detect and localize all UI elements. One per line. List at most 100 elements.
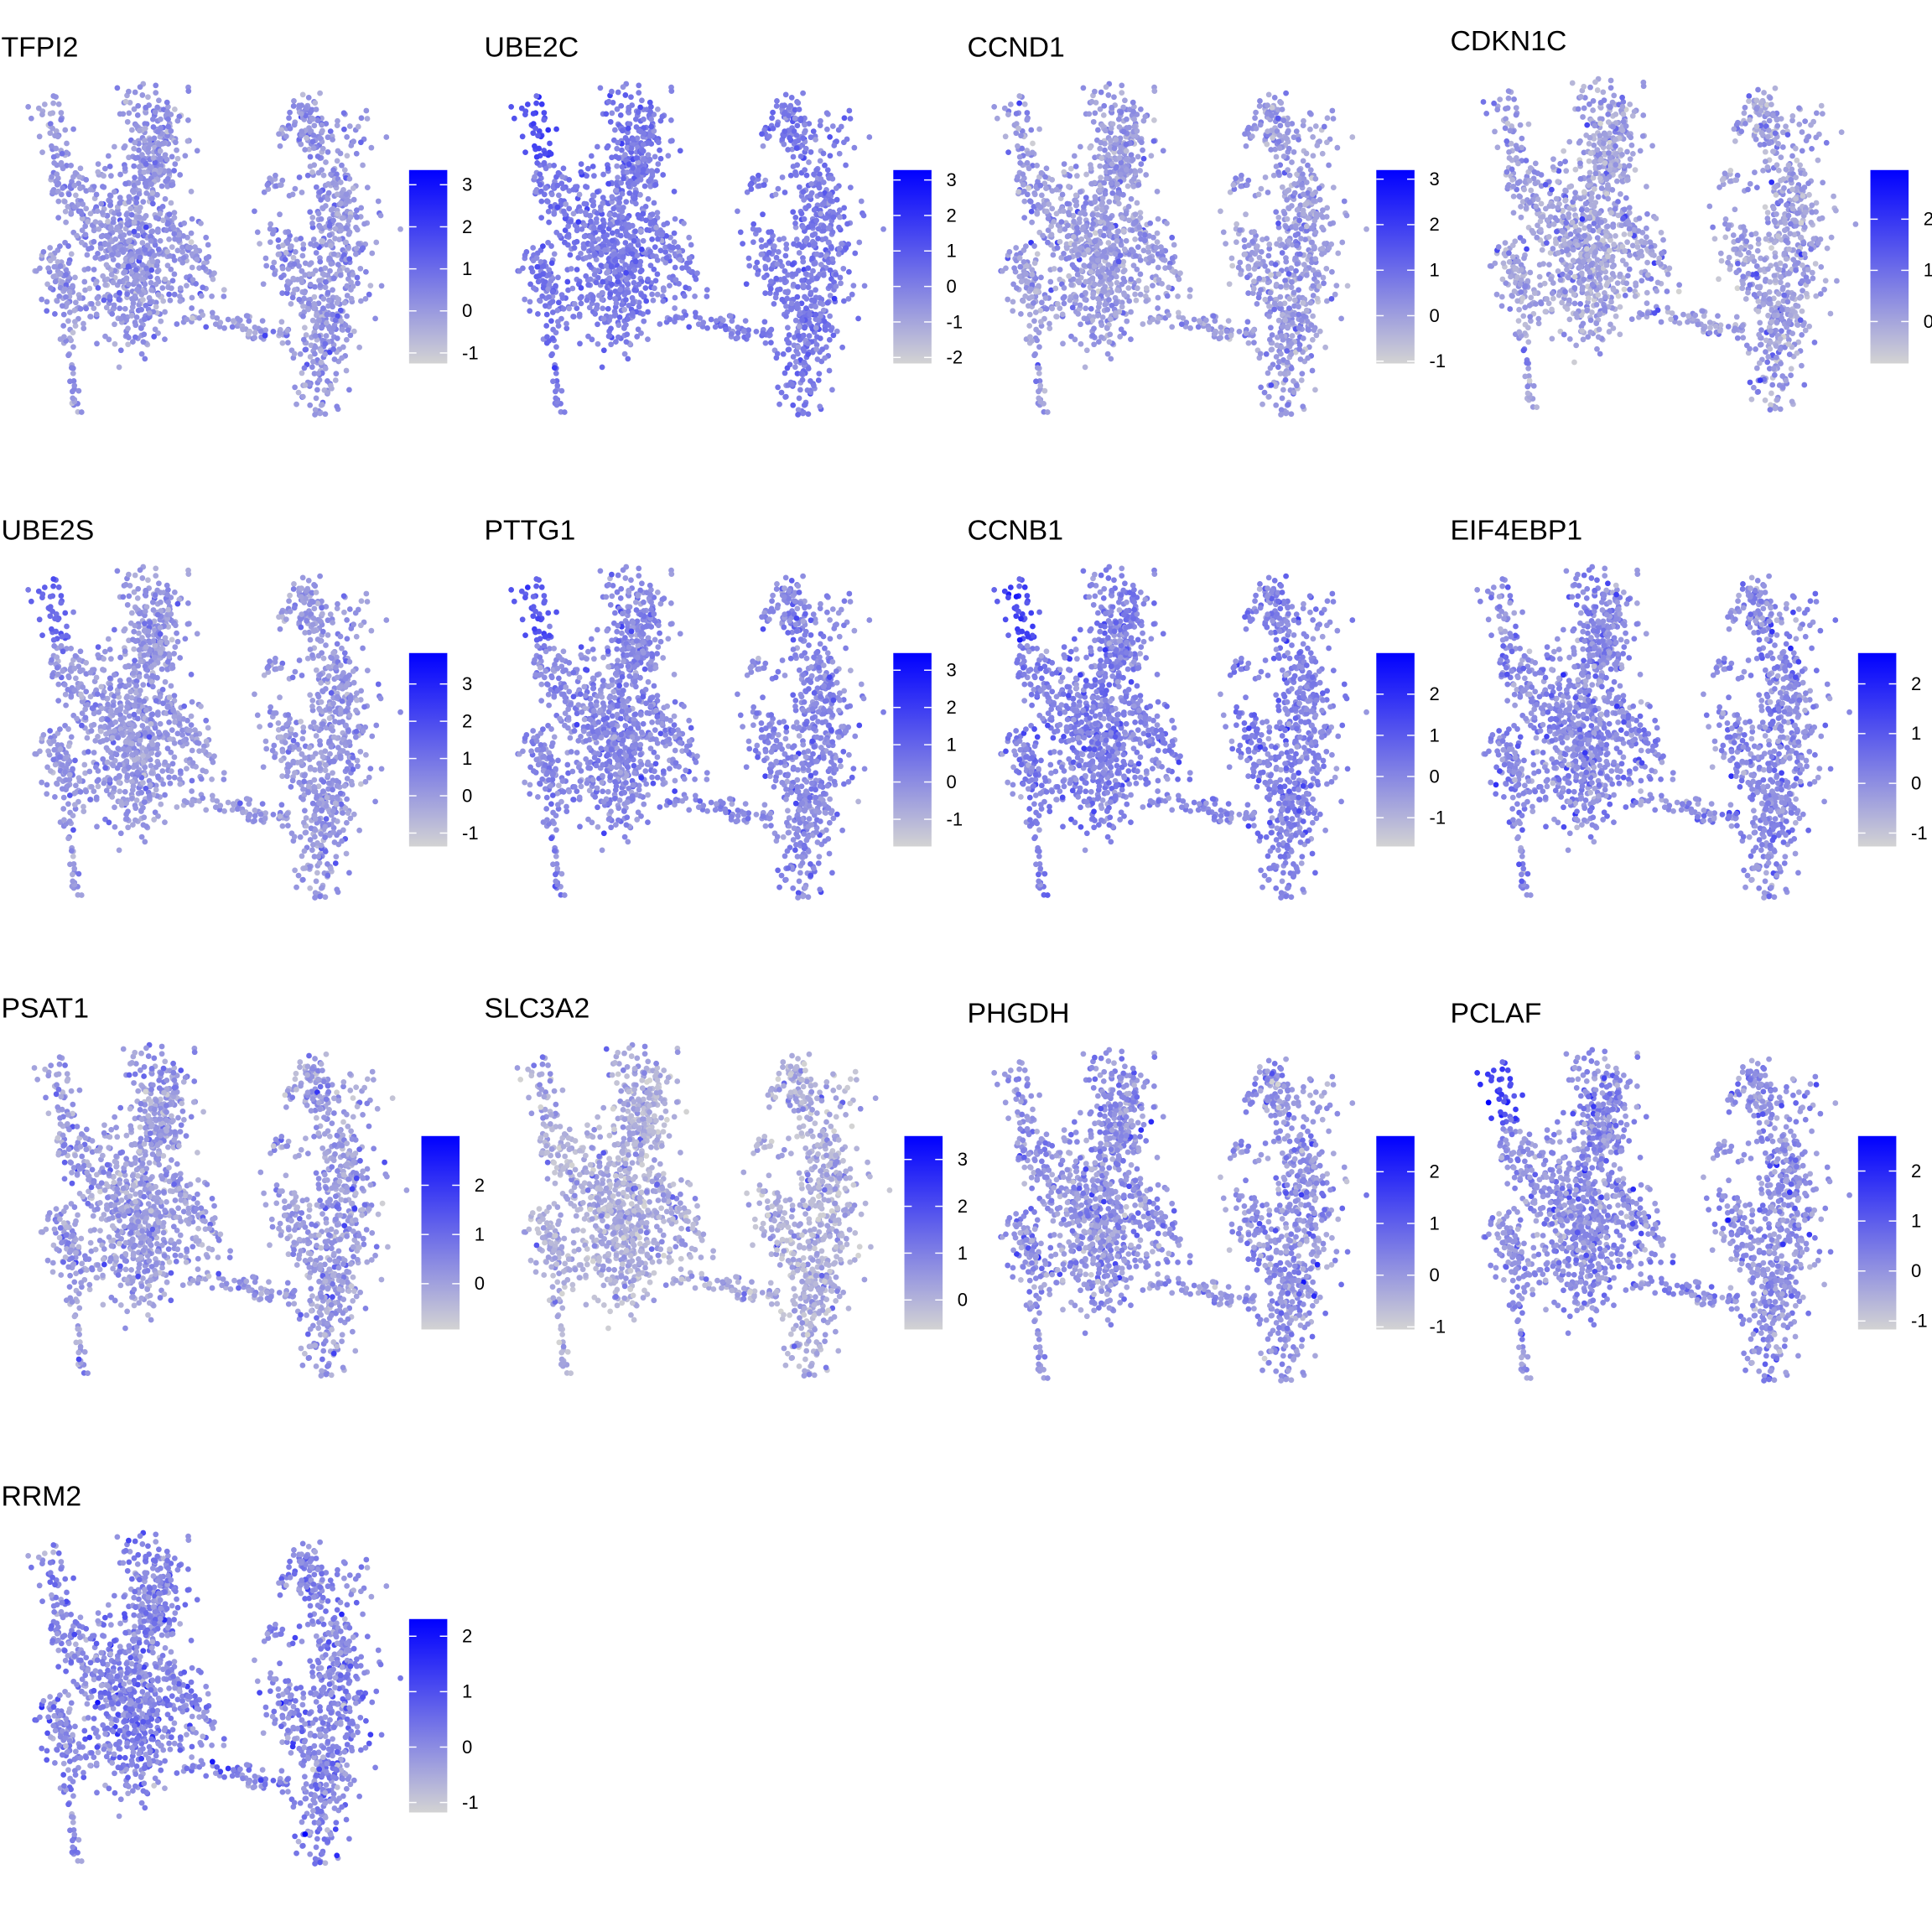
cell-point [57, 263, 64, 269]
cell-point [620, 205, 626, 210]
cell-point [605, 268, 611, 275]
cell-point [289, 191, 296, 198]
cell-point [796, 395, 802, 402]
cell-point [629, 309, 636, 316]
cell-point [47, 245, 54, 251]
cell-point [805, 284, 812, 291]
cell-point [647, 220, 654, 226]
cell-point [133, 195, 140, 201]
cell-point [544, 334, 550, 340]
cell-point [801, 216, 808, 222]
cell-point [1038, 192, 1045, 199]
cell-point [802, 145, 809, 152]
cell-point [157, 166, 164, 173]
cell-point [578, 161, 584, 167]
cell-point [358, 139, 364, 146]
cell-point [578, 300, 584, 307]
cell-point [1120, 227, 1127, 234]
cell-point [100, 184, 106, 190]
cell-point [319, 402, 325, 408]
cell-point [827, 134, 834, 140]
cell-point [143, 161, 149, 168]
cell-point [1073, 202, 1080, 208]
cell-point [317, 282, 324, 288]
cell-point [133, 314, 140, 320]
cell-point [811, 382, 817, 389]
cell-point [1015, 174, 1021, 180]
cell-point [782, 393, 789, 400]
cell-point [194, 148, 200, 154]
cell-point [56, 293, 63, 299]
cell-point [761, 319, 768, 325]
cell-point [796, 184, 802, 190]
cell-point [1176, 276, 1182, 283]
cell-point [140, 269, 146, 276]
cell-point [135, 248, 142, 255]
cell-point [792, 221, 798, 226]
cell-point [770, 109, 776, 116]
cell-point [539, 293, 546, 299]
cell-point [720, 317, 726, 324]
cell-point [1103, 254, 1109, 261]
cell-point [1112, 251, 1119, 257]
cell-point [130, 187, 137, 193]
cell-point [130, 300, 137, 306]
cell-point [194, 257, 200, 262]
cell-point [65, 299, 70, 306]
cell-point [80, 201, 86, 207]
cell-point [298, 236, 304, 242]
cell-point [363, 268, 369, 275]
cell-point [760, 211, 766, 218]
cell-point [1104, 351, 1111, 357]
cell-point [126, 110, 132, 117]
cell-point [343, 367, 350, 374]
cell-point [136, 127, 143, 134]
cell-point [335, 262, 341, 267]
cell-point [188, 239, 195, 245]
cell-point [106, 293, 113, 300]
cell-point [37, 265, 43, 272]
cell-point [203, 255, 210, 262]
cell-point [1140, 155, 1147, 162]
cell-point [1024, 159, 1031, 166]
cell-point [174, 247, 181, 254]
cell-point [322, 351, 329, 357]
cell-point [594, 189, 600, 195]
cell-point [762, 340, 769, 346]
cell-point [625, 316, 631, 322]
cell-point [117, 195, 123, 201]
cell-point [103, 262, 110, 268]
cell-point [637, 227, 644, 234]
cell-point [1060, 340, 1066, 347]
cell-point [1285, 122, 1291, 128]
cell-point [756, 172, 761, 179]
colorbar-tick-label: 1 [462, 258, 472, 279]
cell-point [1086, 111, 1093, 117]
cell-point [309, 364, 315, 371]
cell-point [588, 153, 595, 159]
cell-point [843, 162, 849, 169]
cell-point [723, 326, 729, 333]
cell-point [1106, 276, 1113, 283]
cell-point [1021, 101, 1028, 107]
cell-point [673, 277, 679, 283]
cell-point [802, 167, 808, 174]
cell-point [1088, 180, 1094, 187]
cell-point [1187, 287, 1193, 293]
cell-point [537, 171, 543, 178]
cell-point [1036, 283, 1041, 289]
cell-point [546, 293, 552, 300]
cell-point [1169, 255, 1176, 262]
cell-point [1210, 313, 1217, 319]
cell-point [619, 164, 626, 170]
cell-point [624, 169, 631, 175]
cell-point [550, 378, 556, 385]
cell-point [619, 226, 625, 231]
cell-point [1064, 233, 1071, 240]
cell-point [753, 329, 760, 335]
cell-point [136, 190, 143, 197]
cell-point [811, 261, 818, 267]
cell-point [537, 182, 543, 188]
cell-point [750, 175, 756, 181]
cell-point [630, 299, 636, 305]
